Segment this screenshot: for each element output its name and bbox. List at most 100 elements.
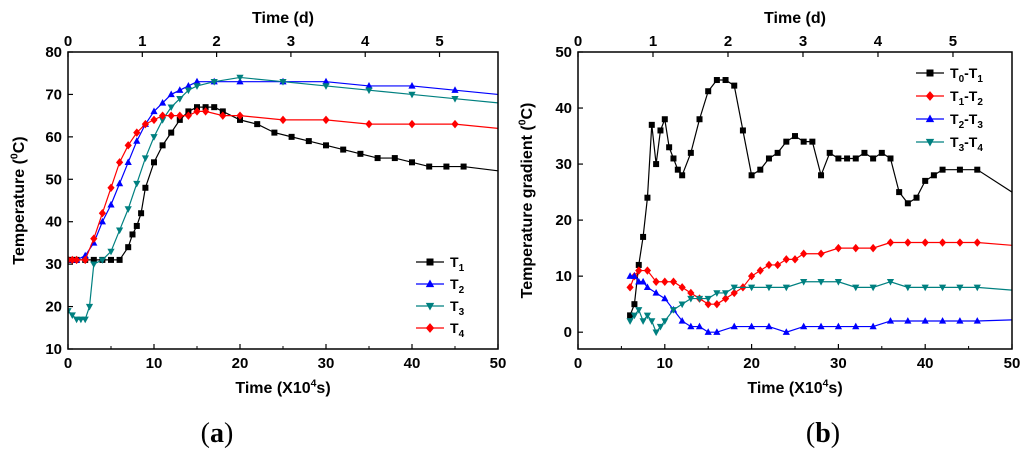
series-0-point bbox=[211, 104, 218, 111]
series-0-point bbox=[133, 222, 140, 229]
legend-marker-3 bbox=[425, 323, 435, 333]
series-2-point bbox=[68, 312, 76, 319]
series-3-point bbox=[219, 111, 227, 120]
series-2-point bbox=[193, 83, 201, 90]
y-tick-label: 10 bbox=[555, 268, 572, 285]
series-1-point bbox=[756, 266, 764, 275]
series-2-point bbox=[451, 95, 459, 103]
series-3-point bbox=[687, 295, 695, 303]
series-3-point bbox=[834, 279, 842, 286]
series-1-point bbox=[834, 243, 842, 253]
x-tick-label: 20 bbox=[232, 355, 249, 372]
series-0-point bbox=[765, 155, 772, 162]
series-1-point bbox=[921, 238, 929, 247]
series-0-point bbox=[757, 166, 764, 173]
series-1-point bbox=[774, 260, 782, 270]
series-1-point bbox=[748, 271, 756, 281]
series-1-point bbox=[451, 86, 459, 93]
x-tick-label: 40 bbox=[404, 355, 421, 372]
series-0-point bbox=[852, 155, 859, 162]
top-x-axis-title: Time (d) bbox=[252, 10, 314, 27]
series-0-point bbox=[870, 155, 877, 162]
series-2-point bbox=[81, 316, 89, 324]
series-0-point bbox=[844, 155, 851, 162]
x-tick-label: 40 bbox=[917, 355, 934, 372]
series-1-point bbox=[98, 217, 106, 225]
series-1-point bbox=[938, 238, 947, 247]
series-2-point bbox=[704, 328, 712, 335]
series-2-point bbox=[678, 317, 686, 324]
y-tick-label: 50 bbox=[45, 171, 62, 188]
series-3-point bbox=[116, 158, 124, 167]
series-3-point bbox=[921, 284, 929, 292]
series-2-point bbox=[695, 322, 704, 330]
series-0-point bbox=[194, 104, 200, 111]
series-0-point bbox=[974, 166, 981, 173]
series-2-point bbox=[730, 322, 738, 330]
series-0-point bbox=[108, 256, 114, 263]
series-0-point bbox=[826, 149, 833, 156]
series-1-point bbox=[713, 299, 721, 309]
series-2-point bbox=[956, 317, 964, 324]
series-0-point bbox=[640, 233, 647, 240]
series-2-point bbox=[365, 87, 373, 95]
series-3-point bbox=[159, 111, 167, 120]
series-1-point bbox=[852, 243, 860, 253]
panel-label: (a) bbox=[201, 418, 234, 449]
series-0-point bbox=[138, 210, 145, 217]
y-tick-label: 60 bbox=[45, 129, 62, 146]
y-tick-label: 80 bbox=[45, 44, 62, 61]
series-1-point bbox=[886, 238, 895, 247]
series-3-point bbox=[635, 307, 643, 314]
series-0-point bbox=[340, 146, 347, 153]
series-3-point bbox=[886, 279, 895, 286]
series-0-point bbox=[913, 194, 920, 201]
series-3-point bbox=[365, 119, 373, 129]
series-0-point bbox=[800, 138, 807, 145]
series-3-point bbox=[236, 111, 244, 120]
series-0-point bbox=[896, 189, 903, 196]
series-1-point bbox=[956, 238, 964, 247]
series-2-point bbox=[210, 79, 218, 86]
series-0-point bbox=[835, 155, 842, 162]
legend-label-1: T1-T2 bbox=[950, 88, 983, 108]
y-tick-label: 20 bbox=[555, 212, 572, 229]
series-0-point bbox=[631, 301, 638, 308]
series-1-point bbox=[643, 266, 652, 275]
series-3-point bbox=[800, 279, 808, 286]
series-0-point bbox=[792, 133, 798, 140]
series-3-point bbox=[279, 115, 287, 125]
series-3-point bbox=[73, 255, 81, 265]
legend-marker-0 bbox=[426, 258, 434, 266]
series-3-point bbox=[639, 318, 647, 325]
y-tick-label: 10 bbox=[45, 341, 62, 358]
series-0-point bbox=[374, 155, 381, 162]
series-2-point bbox=[133, 180, 141, 188]
series-0-point bbox=[670, 155, 677, 162]
series-2-point bbox=[973, 317, 981, 324]
series-0-point bbox=[666, 144, 673, 151]
series-3-point bbox=[869, 284, 877, 292]
legend-label-2: T2-T3 bbox=[950, 111, 983, 131]
series-1-point bbox=[869, 243, 877, 253]
series-3-point bbox=[184, 111, 192, 120]
series-0-point bbox=[151, 159, 157, 166]
series-0-point bbox=[305, 138, 312, 145]
series-2-point bbox=[630, 272, 639, 279]
series-3-point bbox=[678, 301, 686, 309]
series-2-point bbox=[904, 317, 912, 324]
series-1-point bbox=[159, 99, 167, 106]
series-0-point bbox=[722, 77, 729, 84]
series-2-point bbox=[817, 322, 825, 330]
series-0-point bbox=[674, 166, 681, 173]
series-0-line bbox=[629, 79, 1012, 316]
series-0-point bbox=[887, 155, 894, 162]
series-0-point bbox=[878, 149, 885, 156]
series-2-point bbox=[408, 91, 416, 99]
series-0-point bbox=[705, 88, 712, 95]
series-3-point bbox=[176, 111, 184, 120]
series-1-point bbox=[635, 266, 643, 275]
series-2-point bbox=[643, 283, 652, 291]
series-3-point bbox=[630, 312, 639, 320]
